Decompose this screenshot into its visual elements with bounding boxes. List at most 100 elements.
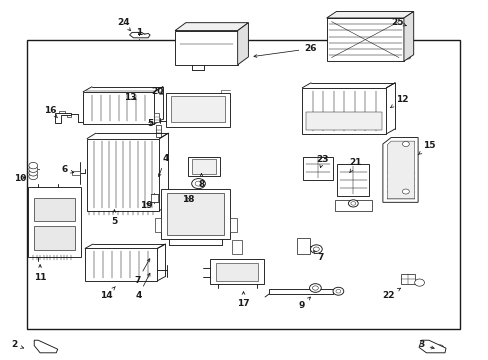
- Text: 20: 20: [151, 87, 163, 96]
- Bar: [216, 263, 258, 281]
- Bar: [34, 226, 75, 250]
- Circle shape: [137, 34, 141, 37]
- Circle shape: [191, 179, 205, 189]
- Bar: [114, 201, 119, 211]
- Circle shape: [29, 173, 38, 180]
- Polygon shape: [237, 23, 248, 65]
- Text: 25: 25: [390, 18, 406, 27]
- Bar: [85, 248, 157, 281]
- Text: 2: 2: [12, 341, 23, 349]
- Bar: [83, 92, 154, 124]
- Text: 21: 21: [349, 158, 362, 172]
- Bar: [154, 218, 161, 232]
- Polygon shape: [129, 32, 150, 38]
- Circle shape: [404, 55, 410, 59]
- Circle shape: [43, 345, 50, 350]
- Text: 12: 12: [390, 94, 407, 108]
- Text: 5: 5: [111, 210, 117, 226]
- Text: 8: 8: [198, 174, 204, 189]
- Text: 14: 14: [100, 287, 115, 300]
- Polygon shape: [175, 23, 248, 31]
- Circle shape: [132, 34, 136, 37]
- Bar: [268, 289, 332, 294]
- Text: 16: 16: [44, 106, 58, 118]
- Bar: [334, 200, 371, 211]
- Bar: [154, 113, 159, 122]
- Text: 11: 11: [34, 265, 46, 282]
- Circle shape: [313, 247, 319, 251]
- Text: 3: 3: [418, 341, 433, 349]
- Text: 23: 23: [316, 154, 328, 168]
- Circle shape: [29, 166, 38, 172]
- Bar: [188, 157, 220, 176]
- Text: 24: 24: [117, 18, 130, 31]
- Bar: [87, 139, 159, 211]
- Bar: [210, 259, 264, 284]
- Circle shape: [195, 181, 202, 186]
- Bar: [229, 218, 236, 232]
- Bar: [167, 193, 224, 235]
- Text: 19: 19: [140, 201, 153, 210]
- Text: 4: 4: [135, 273, 150, 300]
- Text: 10: 10: [14, 174, 27, 183]
- Text: 22: 22: [382, 288, 400, 300]
- Circle shape: [310, 245, 322, 253]
- Polygon shape: [418, 340, 445, 353]
- Bar: [192, 159, 216, 174]
- Bar: [400, 274, 414, 284]
- Polygon shape: [326, 12, 413, 18]
- Polygon shape: [55, 113, 71, 123]
- Circle shape: [309, 284, 321, 292]
- Text: 5: 5: [147, 118, 153, 127]
- Circle shape: [402, 189, 408, 194]
- Bar: [67, 114, 71, 117]
- Polygon shape: [386, 141, 414, 199]
- Text: 26: 26: [253, 44, 316, 57]
- Bar: [175, 31, 237, 65]
- Text: 15: 15: [417, 141, 435, 155]
- Text: 1: 1: [136, 28, 142, 37]
- Text: 17: 17: [237, 292, 249, 307]
- Circle shape: [402, 141, 408, 147]
- Circle shape: [347, 200, 357, 207]
- Circle shape: [312, 286, 318, 290]
- Circle shape: [29, 170, 38, 176]
- Bar: [232, 240, 242, 254]
- Bar: [59, 111, 64, 114]
- Bar: [150, 254, 155, 265]
- Circle shape: [414, 279, 424, 286]
- Polygon shape: [34, 340, 58, 353]
- Bar: [72, 171, 80, 175]
- Circle shape: [332, 287, 343, 295]
- Bar: [161, 189, 229, 239]
- Circle shape: [335, 289, 340, 293]
- Polygon shape: [382, 138, 417, 202]
- Circle shape: [404, 48, 410, 53]
- Circle shape: [142, 34, 146, 37]
- Bar: [27, 40, 459, 329]
- Bar: [303, 157, 332, 180]
- Bar: [28, 187, 81, 257]
- Text: 9: 9: [298, 297, 310, 310]
- Bar: [156, 125, 161, 137]
- Bar: [302, 88, 386, 134]
- Bar: [337, 164, 368, 196]
- Bar: [34, 198, 75, 221]
- Polygon shape: [403, 12, 413, 61]
- Text: 6: 6: [62, 165, 74, 174]
- Text: 4: 4: [158, 154, 168, 177]
- Text: 7: 7: [134, 259, 149, 285]
- Circle shape: [436, 345, 443, 350]
- Bar: [166, 93, 229, 127]
- Bar: [150, 194, 158, 202]
- Text: 18: 18: [182, 195, 194, 204]
- Circle shape: [350, 202, 355, 205]
- Circle shape: [428, 345, 435, 350]
- Bar: [180, 194, 184, 199]
- Text: 13: 13: [124, 93, 137, 102]
- Bar: [297, 238, 309, 254]
- Circle shape: [29, 162, 38, 169]
- Bar: [326, 18, 403, 61]
- Bar: [171, 96, 224, 122]
- Bar: [305, 112, 382, 130]
